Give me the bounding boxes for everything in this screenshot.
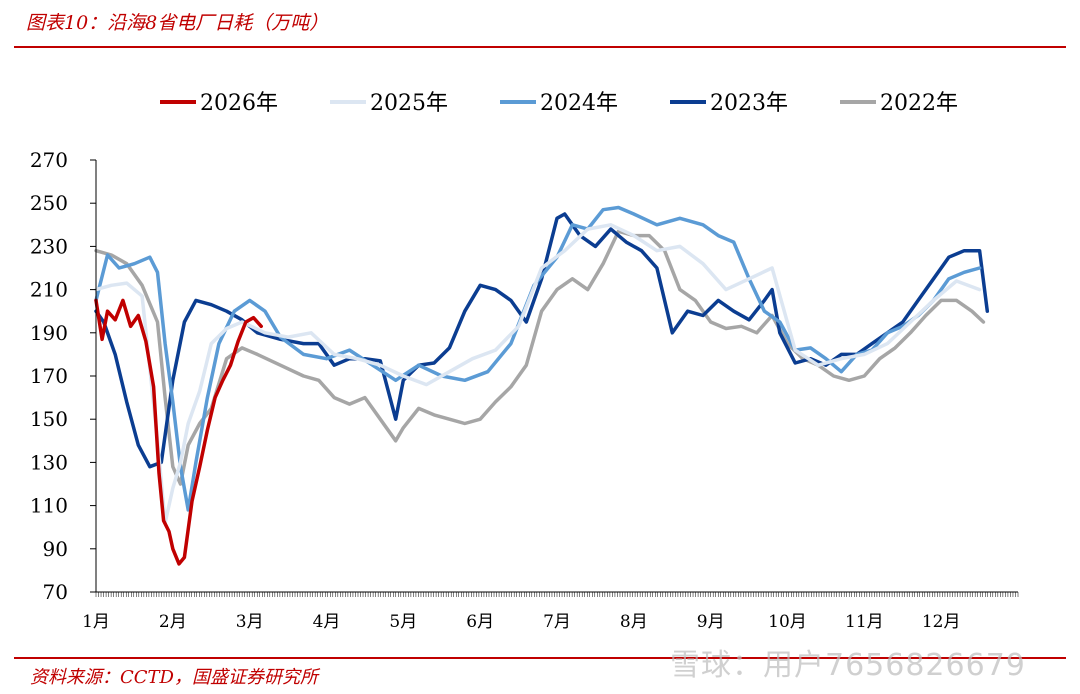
plot-lines bbox=[94, 205, 990, 566]
y-tick-label: 90 bbox=[43, 537, 68, 561]
top-rule bbox=[14, 46, 1066, 48]
x-tick-label: 8月 bbox=[620, 612, 648, 632]
watermark: 雪球：用户7656826679 bbox=[670, 648, 1026, 683]
x-tick-label: 5月 bbox=[389, 612, 417, 632]
x-tick-label: 7月 bbox=[543, 612, 571, 632]
legend-label: 2022年 bbox=[880, 91, 958, 116]
y-tick-label: 150 bbox=[30, 407, 68, 431]
x-tick-label: 10月 bbox=[768, 612, 807, 632]
x-tick-label: 12月 bbox=[922, 612, 961, 632]
legend: 2026年 2025年 2024年 2023年 2022年 bbox=[160, 91, 958, 116]
y-tick-label: 190 bbox=[30, 321, 68, 345]
y-tick-label: 230 bbox=[30, 234, 68, 258]
legend-label: 2023年 bbox=[710, 91, 788, 116]
series-line bbox=[94, 212, 990, 469]
x-tick-label: 2月 bbox=[159, 612, 187, 632]
x-tick-label: 1月 bbox=[82, 612, 110, 632]
x-tick-label: 4月 bbox=[313, 612, 341, 632]
series-line bbox=[94, 298, 263, 566]
x-tick-label: 6月 bbox=[466, 612, 494, 632]
source-note: 资料来源：CCTD，国盛证券研究所 bbox=[30, 667, 318, 688]
series-line bbox=[94, 223, 982, 525]
y-tick-label: 70 bbox=[43, 580, 68, 604]
y-tick-label: 110 bbox=[30, 494, 68, 518]
figure-title: 图表10：沿海8省电厂日耗（万吨） bbox=[26, 12, 329, 34]
legend-label: 2024年 bbox=[540, 91, 618, 116]
y-tick-label: 170 bbox=[30, 364, 68, 388]
x-tick-label: 9月 bbox=[697, 612, 725, 632]
axes: 70 90 110 130 150 170 190 210 230 250 270 1月 2月 3月 4月 5… bbox=[30, 148, 1019, 632]
y-tick-label: 210 bbox=[30, 278, 68, 302]
x-tick-label: 11月 bbox=[845, 612, 884, 632]
x-tick-label: 3月 bbox=[236, 612, 264, 632]
legend-label: 2026年 bbox=[200, 91, 278, 116]
y-tick-label: 250 bbox=[30, 191, 68, 215]
y-tick-label: 270 bbox=[30, 148, 68, 172]
legend-label: 2025年 bbox=[370, 91, 448, 116]
bottom-rule bbox=[14, 657, 1066, 659]
y-tick-label: 130 bbox=[30, 450, 68, 474]
